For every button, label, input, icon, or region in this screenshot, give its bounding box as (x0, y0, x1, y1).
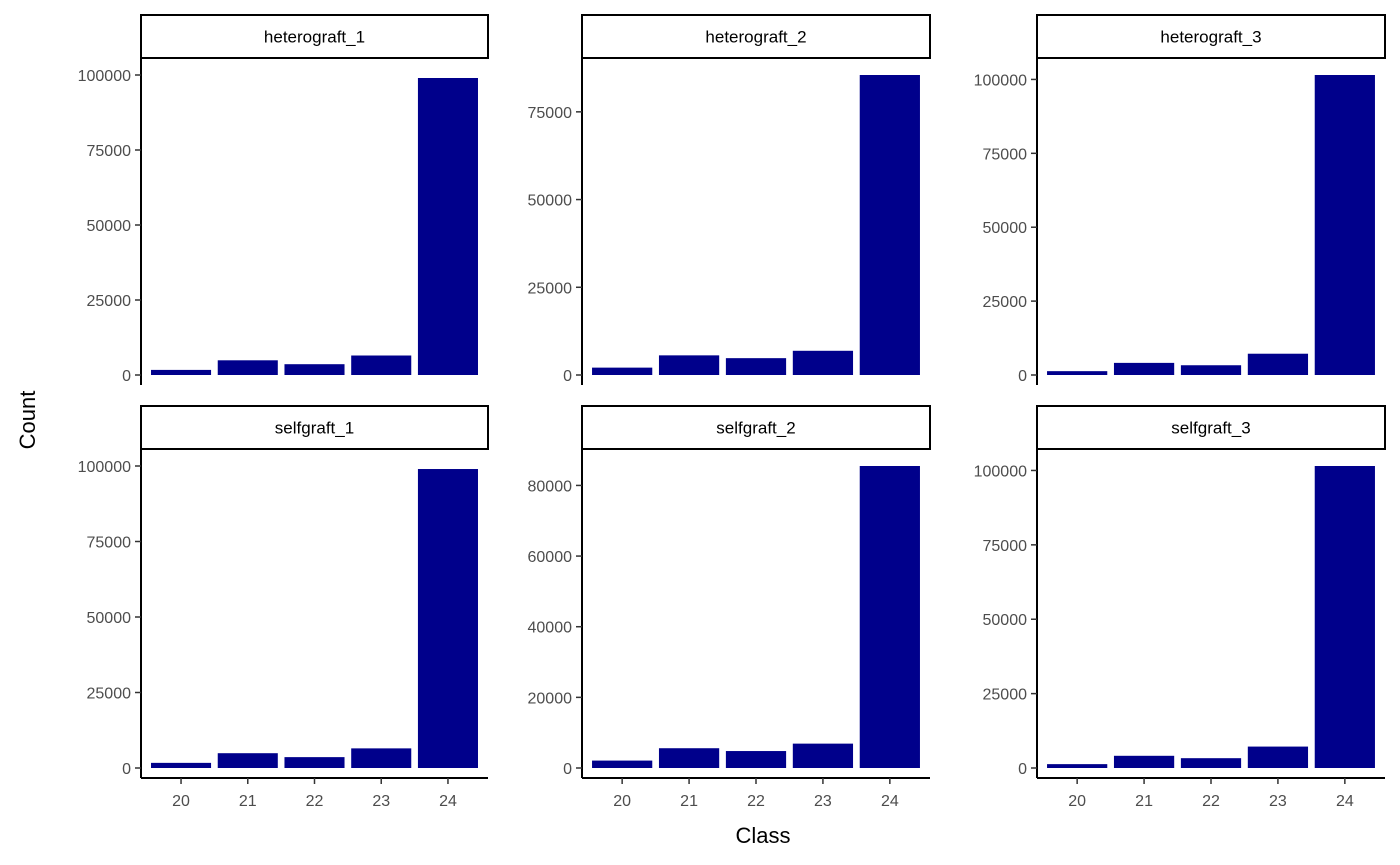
bar-22 (284, 757, 345, 768)
facet-panel-heterograft-3: heterograft_3 0 25000 50000 75000 100000 (974, 14, 1386, 385)
bar-23 (351, 748, 412, 768)
y-tick-label: 25000 (983, 294, 1028, 311)
y-tick-label: 0 (563, 761, 572, 778)
y-tick-label: 80000 (528, 478, 573, 495)
bar-21 (1113, 755, 1175, 768)
facet-panel-selfgraft-1: selfgraft_1 0 25000 50000 75000 100000 20 21 22 2… (78, 405, 489, 810)
y-axis-title: Count (15, 391, 40, 450)
x-axis-title: Class (735, 823, 790, 848)
facet-strip-label: heterograft_2 (705, 28, 806, 47)
bar-24 (1314, 466, 1375, 768)
bar-20 (1047, 764, 1108, 768)
bar-21 (217, 753, 278, 768)
x-tick-label: 23 (814, 793, 832, 810)
x-tick-label: 22 (1202, 793, 1220, 810)
x-tick-label: 20 (1068, 793, 1086, 810)
facet-strip (581, 14, 931, 59)
y-tick-label: 0 (122, 368, 131, 385)
bar-21 (658, 355, 720, 375)
y-tick-label: 0 (1018, 368, 1027, 385)
bar-20 (592, 367, 653, 375)
facet-strip-label: heterograft_1 (264, 28, 365, 47)
y-tick-label: 50000 (528, 193, 573, 210)
y-tick-label: 75000 (983, 538, 1028, 555)
facet-strip (1036, 14, 1386, 59)
bar-22 (725, 358, 787, 375)
bar-24 (417, 78, 478, 375)
x-tick-label: 22 (747, 793, 765, 810)
bar-23 (1247, 746, 1309, 768)
bar-20 (1047, 371, 1108, 375)
bar-24 (859, 466, 920, 768)
y-tick-label: 50000 (983, 612, 1028, 629)
bar-20 (151, 762, 212, 768)
facet-panel-heterograft-1: heterograft_1 0 25000 50000 75000 100000 (78, 14, 489, 385)
bar-23 (792, 743, 854, 768)
bar-20 (592, 760, 653, 768)
x-tick-label: 20 (613, 793, 631, 810)
bar-22 (1180, 758, 1242, 768)
bar-22 (284, 364, 345, 375)
y-tick-label: 75000 (528, 105, 573, 122)
facet-strip-label: heterograft_3 (1160, 28, 1261, 47)
bar-23 (1247, 353, 1309, 375)
y-tick-label: 50000 (87, 218, 132, 235)
facet-strip-label: selfgraft_3 (1171, 419, 1250, 438)
y-tick-label: 0 (1018, 761, 1027, 778)
y-tick-label: 100000 (974, 463, 1027, 480)
bar-20 (151, 369, 212, 375)
y-tick-label: 25000 (528, 280, 573, 297)
y-tick-label: 50000 (87, 610, 132, 627)
facet-strip (140, 405, 489, 450)
bar-21 (1113, 362, 1175, 375)
y-tick-label: 20000 (528, 690, 573, 707)
facet-strip (140, 14, 489, 59)
bar-24 (859, 75, 920, 375)
x-tick-label: 23 (372, 793, 390, 810)
bar-21 (658, 748, 720, 768)
y-tick-label: 75000 (87, 143, 132, 160)
y-tick-label: 50000 (983, 220, 1028, 237)
y-tick-label: 0 (122, 761, 131, 778)
facet-strip-label: selfgraft_2 (716, 419, 795, 438)
bar-21 (217, 360, 278, 375)
y-tick-label: 25000 (983, 687, 1028, 704)
facet-panel-selfgraft-3: selfgraft_3 0 25000 50000 75000 100000 20 21 22 2… (974, 405, 1386, 810)
bar-23 (792, 350, 854, 375)
y-tick-label: 25000 (87, 293, 132, 310)
x-tick-label: 24 (439, 793, 457, 810)
bar-22 (1180, 365, 1242, 375)
x-tick-label: 20 (172, 793, 190, 810)
x-tick-label: 24 (1336, 793, 1354, 810)
y-tick-label: 100000 (974, 72, 1027, 89)
bar-24 (1314, 75, 1375, 375)
x-tick-label: 21 (680, 793, 698, 810)
x-tick-label: 23 (1269, 793, 1287, 810)
bar-23 (351, 355, 412, 375)
x-tick-label: 22 (306, 793, 324, 810)
x-tick-label: 21 (1135, 793, 1153, 810)
facet-panel-selfgraft-2: selfgraft_2 0 20000 40000 60000 80000 20 21 22 23… (528, 405, 931, 810)
y-tick-label: 0 (563, 368, 572, 385)
y-tick-label: 40000 (528, 620, 573, 637)
y-tick-label: 60000 (528, 549, 573, 566)
y-tick-label: 100000 (78, 68, 131, 85)
y-tick-label: 75000 (87, 535, 132, 552)
y-tick-label: 100000 (78, 459, 131, 476)
facet-strip-label: selfgraft_1 (275, 419, 354, 438)
facet-strip (1036, 405, 1386, 450)
x-tick-label: 21 (239, 793, 257, 810)
facet-panel-heterograft-2: heterograft_2 0 25000 50000 75000 (528, 14, 931, 385)
facet-strip (581, 405, 931, 450)
y-tick-label: 75000 (983, 146, 1028, 163)
bar-22 (725, 751, 787, 768)
x-tick-label: 24 (881, 793, 899, 810)
y-tick-label: 25000 (87, 686, 132, 703)
bar-24 (417, 469, 478, 768)
